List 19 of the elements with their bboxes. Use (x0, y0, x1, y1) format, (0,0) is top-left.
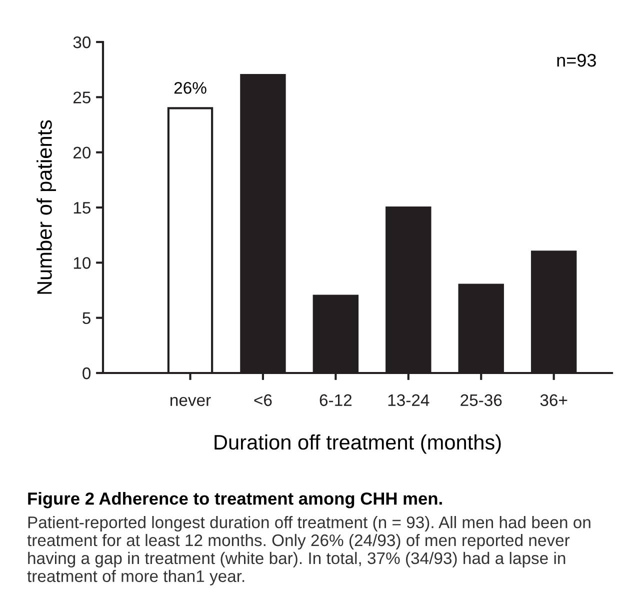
x-tick-label: never (170, 396, 211, 406)
text: Patient-reported longest duration off treatment (n = 93). All men had been on treatment for at least 12 months. Only 26% (24/93) of men reported never having a gap in treatment (white bar). In total, 37% (34/93) had a lapse in treatment of more than1 year. (27, 516, 590, 586)
annotation: n=93 (557, 54, 596, 67)
text: Figure 2 Adherence to treatment among CHH men. (28, 492, 442, 508)
y-axis-title: Number of patients (36, 120, 56, 294)
x-tick-label: 25-36 (460, 394, 502, 406)
y-tick-label: 5 (82, 312, 90, 324)
x-tick-label: 13-24 (388, 394, 430, 406)
x-tick-label: 36+ (540, 394, 568, 406)
y-tick-label: 20 (73, 146, 91, 159)
y-tick-label: 0 (82, 367, 91, 380)
annotation: 26% (174, 82, 206, 94)
y-tick-label: 25 (73, 92, 90, 104)
x-axis-title: Duration off treatment (months) (214, 434, 501, 454)
y-tick-label: 10 (74, 257, 91, 269)
x-tick-label: 6-12 (320, 394, 352, 406)
x-tick-label: <6 (254, 394, 272, 406)
y-tick-label: 15 (74, 202, 90, 214)
y-tick-label: 30 (73, 36, 91, 48)
